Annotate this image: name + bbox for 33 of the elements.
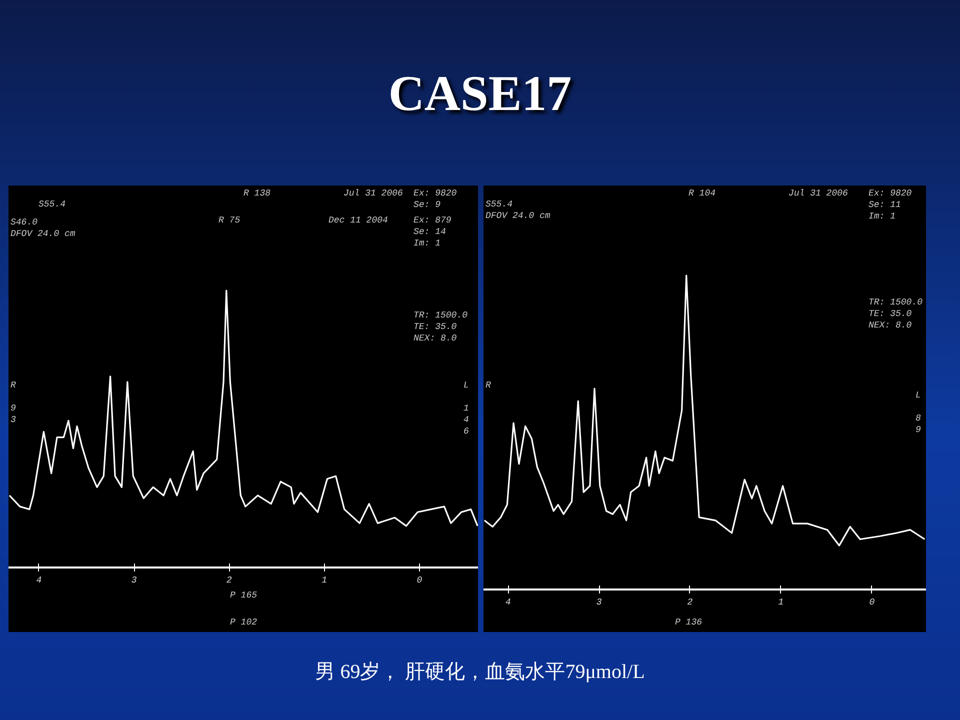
text: Jul 31 2006 (344, 188, 404, 198)
x-tick-label: 2 (687, 598, 694, 608)
annotation: TR: 1500.0 TE: 35.0 NEX: 8.0 (414, 310, 468, 344)
text: CASE17 (387, 64, 573, 123)
x-tick-label: 0 (869, 598, 876, 608)
x-tick-label: 4 (505, 598, 511, 608)
text: Ex: 9820 Se: 11 Im: 1 (868, 188, 912, 222)
text: R 9 3 (10, 380, 16, 425)
annotation: TR: 1500.0 TE: 35.0 NEX: 8.0 (868, 298, 924, 330)
text: Ex: 879 Se: 14 Im: 1 (414, 216, 452, 248)
text: R 138 (244, 188, 272, 198)
x-tick-label: 3 (131, 576, 138, 586)
text: 男 69岁， 肝硬化，血氨水平79μmol/L (314, 660, 646, 685)
x-tick-label: 0 (416, 576, 423, 586)
x-tick-label: 2 (226, 576, 233, 586)
text: P 165 (230, 590, 258, 600)
text: L 8 9 (916, 390, 921, 435)
x-tick-label: 4 (36, 576, 42, 586)
text: P 136 (675, 618, 703, 628)
x-tick-label: 1 (322, 576, 328, 586)
text: L 1 4 6 (464, 380, 469, 436)
text: S55.4 DFOV 24.0 cm (486, 200, 551, 221)
x-tick-label: 1 (778, 598, 784, 608)
annotation: R (486, 380, 492, 390)
text: R 104 (688, 188, 716, 198)
text: Jul 31 2006 (788, 188, 849, 198)
text: Dec 11 2004 (328, 216, 388, 226)
x-tick-label: 3 (596, 598, 602, 608)
text: S55.4 (38, 200, 66, 210)
text: P 102 (230, 618, 258, 628)
text: Ex: 9820 Se: 9 (414, 188, 458, 210)
text: R 75 (218, 216, 241, 226)
text: S46.0 DFOV 24.0 cm (10, 218, 76, 239)
